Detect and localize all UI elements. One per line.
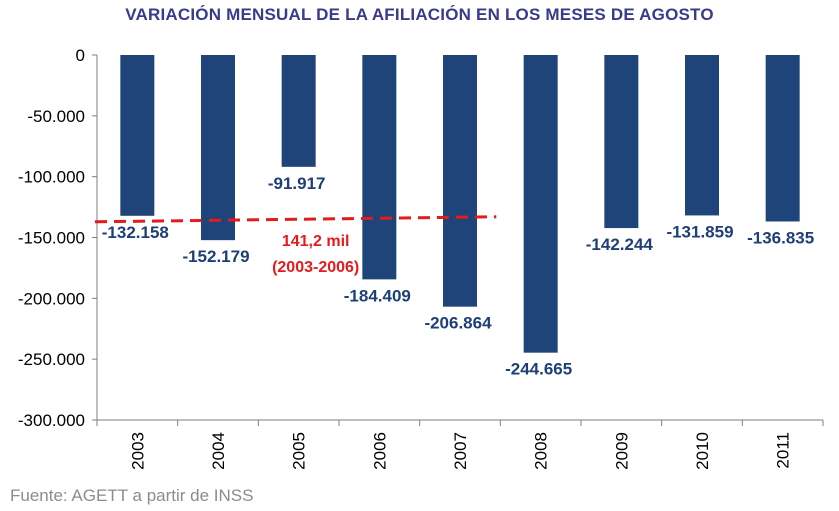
reference-dashed-line xyxy=(94,215,497,224)
x-tick-label: 2010 xyxy=(693,432,712,470)
axes-group: 0 -50.000 -100.000 -150.000 -200.000 -250.000… xyxy=(18,46,824,470)
bar xyxy=(281,55,316,167)
y-tick-label: 0 xyxy=(76,46,85,65)
y-tick-label: -50.000 xyxy=(27,107,85,126)
data-label: -152.179 xyxy=(182,247,249,266)
bar xyxy=(362,55,397,280)
reference-line-group: 141,2 mil (2003-2006) xyxy=(94,215,497,276)
data-label: -206.864 xyxy=(424,314,492,333)
y-tick-label: -200.000 xyxy=(18,289,85,308)
x-tick-label: 2009 xyxy=(612,432,631,470)
y-tick-label: -250.000 xyxy=(18,350,85,369)
bar xyxy=(120,55,155,216)
bar xyxy=(765,55,800,222)
data-label: -184.409 xyxy=(344,286,411,305)
x-tick-label: 2008 xyxy=(532,432,551,470)
chart-title: VARIACIÓN MENSUAL DE LA AFILIACIÓN EN LO… xyxy=(125,5,714,24)
x-tick-label: 2004 xyxy=(209,432,228,470)
data-label: -136.835 xyxy=(747,228,814,247)
x-tick-label: 2003 xyxy=(128,432,147,470)
bar xyxy=(443,55,477,307)
y-tick-label: -100.000 xyxy=(18,168,85,187)
x-tick-label: 2005 xyxy=(290,432,309,470)
x-tick-label: 2006 xyxy=(370,432,389,470)
data-label: -132.158 xyxy=(102,223,169,242)
y-tick-label: -150.000 xyxy=(18,229,85,248)
x-tick-label: 2011 xyxy=(774,432,793,469)
data-label: -131.859 xyxy=(666,222,733,241)
bar xyxy=(523,55,558,353)
x-tick-label: 2007 xyxy=(451,432,470,470)
reference-label-value: 141,2 mil xyxy=(282,233,350,250)
bar xyxy=(604,55,639,229)
bars-group xyxy=(120,55,800,353)
data-label: -142.244 xyxy=(586,235,654,254)
data-labels-group: -132.158 -152.179 -91.917 -184.409 -206.864 -… xyxy=(102,174,814,379)
bar xyxy=(201,55,235,241)
y-tick-label: -300.000 xyxy=(18,411,85,430)
data-label: -91.917 xyxy=(268,174,326,193)
data-label: -244.665 xyxy=(505,360,572,379)
source-note: Fuente: AGETT a partir de INSS xyxy=(10,486,254,505)
reference-label-period: (2003-2006) xyxy=(272,259,359,276)
bar xyxy=(685,55,719,216)
